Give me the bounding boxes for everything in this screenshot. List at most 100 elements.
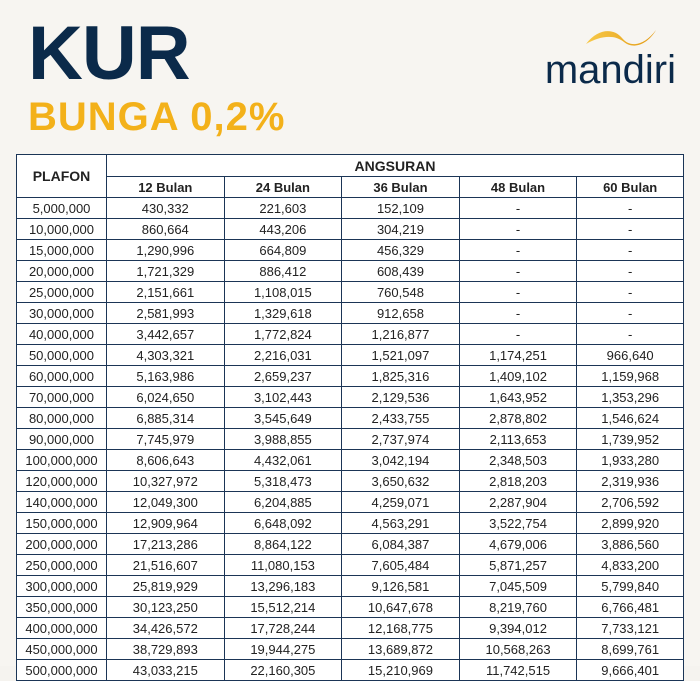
- value-cell: 4,679,006: [459, 534, 577, 555]
- value-cell: -: [459, 240, 577, 261]
- value-cell: 2,899,920: [577, 513, 684, 534]
- table-row: 70,000,0006,024,6503,102,4432,129,5361,6…: [17, 387, 684, 408]
- table-row: 300,000,00025,819,92913,296,1839,126,581…: [17, 576, 684, 597]
- value-cell: 4,563,291: [342, 513, 460, 534]
- plafon-cell: 20,000,000: [17, 261, 107, 282]
- value-cell: 1,159,968: [577, 366, 684, 387]
- value-cell: 3,522,754: [459, 513, 577, 534]
- value-cell: 1,174,251: [459, 345, 577, 366]
- value-cell: -: [459, 324, 577, 345]
- value-cell: 21,516,607: [107, 555, 225, 576]
- table-row: 250,000,00021,516,60711,080,1537,605,484…: [17, 555, 684, 576]
- value-cell: 6,885,314: [107, 408, 225, 429]
- table-row: 30,000,0002,581,9931,329,618912,658--: [17, 303, 684, 324]
- value-cell: 9,126,581: [342, 576, 460, 597]
- table-row: 50,000,0004,303,3212,216,0311,521,0971,1…: [17, 345, 684, 366]
- value-cell: 6,204,885: [224, 492, 342, 513]
- plafon-cell: 40,000,000: [17, 324, 107, 345]
- table-row: 500,000,00043,033,21522,160,30515,210,96…: [17, 660, 684, 681]
- plafon-cell: 80,000,000: [17, 408, 107, 429]
- value-cell: 10,327,972: [107, 471, 225, 492]
- value-cell: -: [459, 282, 577, 303]
- brand-text: mandiri: [545, 48, 676, 93]
- plafon-cell: 400,000,000: [17, 618, 107, 639]
- brand-logo: mandiri: [545, 24, 676, 93]
- ribbon-icon: [584, 24, 658, 50]
- subtitle: BUNGA 0,2%: [28, 95, 686, 140]
- value-cell: 2,818,203: [459, 471, 577, 492]
- header: KUR mandiri: [14, 18, 686, 93]
- value-cell: -: [577, 198, 684, 219]
- value-cell: 8,699,761: [577, 639, 684, 660]
- value-cell: 3,886,560: [577, 534, 684, 555]
- col-plafon-header: PLAFON: [17, 155, 107, 198]
- plafon-cell: 70,000,000: [17, 387, 107, 408]
- page: KUR mandiri BUNGA 0,2%: [0, 0, 700, 666]
- value-cell: 860,664: [107, 219, 225, 240]
- plafon-cell: 5,000,000: [17, 198, 107, 219]
- value-cell: 443,206: [224, 219, 342, 240]
- plafon-cell: 50,000,000: [17, 345, 107, 366]
- value-cell: 17,213,286: [107, 534, 225, 555]
- plafon-cell: 15,000,000: [17, 240, 107, 261]
- plafon-cell: 30,000,000: [17, 303, 107, 324]
- value-cell: 1,290,996: [107, 240, 225, 261]
- value-cell: -: [577, 324, 684, 345]
- value-cell: 1,409,102: [459, 366, 577, 387]
- value-cell: 3,988,855: [224, 429, 342, 450]
- value-cell: 1,521,097: [342, 345, 460, 366]
- value-cell: 10,647,678: [342, 597, 460, 618]
- value-cell: 1,108,015: [224, 282, 342, 303]
- plafon-cell: 150,000,000: [17, 513, 107, 534]
- value-cell: 10,568,263: [459, 639, 577, 660]
- value-cell: 13,296,183: [224, 576, 342, 597]
- plafon-cell: 10,000,000: [17, 219, 107, 240]
- value-cell: 15,512,214: [224, 597, 342, 618]
- table-row: 15,000,0001,290,996664,809456,329--: [17, 240, 684, 261]
- value-cell: 5,318,473: [224, 471, 342, 492]
- value-cell: 912,658: [342, 303, 460, 324]
- period-header: 48 Bulan: [459, 177, 577, 198]
- value-cell: 1,353,296: [577, 387, 684, 408]
- title-block: KUR: [28, 18, 190, 90]
- table-row: 20,000,0001,721,329886,412608,439--: [17, 261, 684, 282]
- value-cell: 2,151,661: [107, 282, 225, 303]
- value-cell: 1,825,316: [342, 366, 460, 387]
- value-cell: -: [459, 261, 577, 282]
- value-cell: 2,348,503: [459, 450, 577, 471]
- value-cell: 12,168,775: [342, 618, 460, 639]
- value-cell: 2,433,755: [342, 408, 460, 429]
- value-cell: 1,546,624: [577, 408, 684, 429]
- table-row: 100,000,0008,606,6434,432,0613,042,1942,…: [17, 450, 684, 471]
- value-cell: 34,426,572: [107, 618, 225, 639]
- table-row: 450,000,00038,729,89319,944,27513,689,87…: [17, 639, 684, 660]
- plafon-cell: 450,000,000: [17, 639, 107, 660]
- table-wrap: PLAFON ANGSURAN 12 Bulan24 Bulan36 Bulan…: [14, 154, 686, 681]
- value-cell: 12,049,300: [107, 492, 225, 513]
- table-row: 5,000,000430,332221,603152,109--: [17, 198, 684, 219]
- period-header: 60 Bulan: [577, 177, 684, 198]
- col-group-header: ANGSURAN: [107, 155, 684, 177]
- value-cell: 2,581,993: [107, 303, 225, 324]
- value-cell: 8,219,760: [459, 597, 577, 618]
- table-row: 10,000,000860,664443,206304,219--: [17, 219, 684, 240]
- table-row: 350,000,00030,123,25015,512,21410,647,67…: [17, 597, 684, 618]
- table-row: 80,000,0006,885,3143,545,6492,433,7552,8…: [17, 408, 684, 429]
- value-cell: 3,042,194: [342, 450, 460, 471]
- title: KUR: [28, 18, 190, 90]
- value-cell: 3,442,657: [107, 324, 225, 345]
- value-cell: 11,080,153: [224, 555, 342, 576]
- value-cell: 5,163,986: [107, 366, 225, 387]
- value-cell: 1,772,824: [224, 324, 342, 345]
- table-row: 60,000,0005,163,9862,659,2371,825,3161,4…: [17, 366, 684, 387]
- plafon-cell: 100,000,000: [17, 450, 107, 471]
- value-cell: 4,833,200: [577, 555, 684, 576]
- value-cell: 1,739,952: [577, 429, 684, 450]
- value-cell: -: [577, 219, 684, 240]
- value-cell: 25,819,929: [107, 576, 225, 597]
- table-row: 40,000,0003,442,6571,772,8241,216,877--: [17, 324, 684, 345]
- value-cell: 2,706,592: [577, 492, 684, 513]
- table-row: 140,000,00012,049,3006,204,8854,259,0712…: [17, 492, 684, 513]
- value-cell: 1,933,280: [577, 450, 684, 471]
- value-cell: -: [577, 303, 684, 324]
